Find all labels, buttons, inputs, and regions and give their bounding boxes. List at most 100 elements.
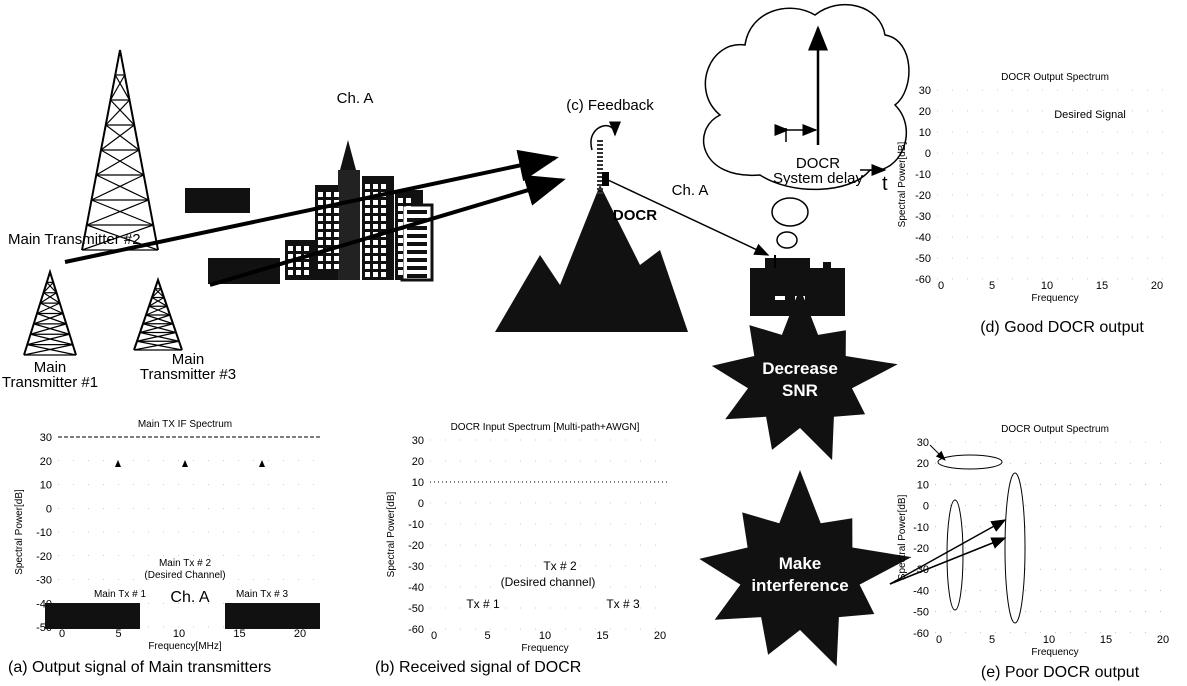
window [334, 192, 339, 197]
burst-label: Decrease [762, 359, 838, 378]
tower-strut [37, 314, 66, 324]
block [185, 188, 250, 213]
window [407, 258, 427, 262]
pointer-arrow [930, 445, 945, 460]
caption: (a) Output signal of Main transmitters [8, 659, 271, 676]
window [365, 272, 370, 277]
y-tick-label: -50 [915, 253, 931, 265]
label: (c) Feedback [566, 97, 654, 114]
window [326, 224, 331, 229]
y-tick-label: 0 [418, 498, 424, 510]
panel-title: DOCR Output Spectrum [1001, 424, 1109, 435]
y-tick-label: 20 [40, 456, 52, 468]
window [334, 232, 339, 237]
x-tick-label: 0 [59, 628, 65, 640]
y-tick-label: -30 [408, 561, 424, 573]
y-tick-label: -20 [36, 551, 52, 563]
y-axis-label: Spectral Power[dB] [897, 494, 908, 580]
x-tick-label: 20 [1157, 634, 1169, 646]
x-tick-label: 10 [539, 630, 551, 642]
window [373, 248, 378, 253]
tower-strut [115, 50, 120, 75]
x-tick-label: 0 [938, 280, 944, 292]
window [304, 246, 309, 251]
window [365, 264, 370, 269]
window [318, 240, 323, 245]
x-tick-label: 0 [936, 634, 942, 646]
window [326, 264, 331, 269]
window [334, 264, 339, 269]
x-tick-label: 5 [989, 634, 995, 646]
tower-strut [50, 272, 53, 282]
y-tick-label: -10 [913, 522, 929, 534]
y-tick-label: 0 [923, 501, 929, 513]
window [381, 224, 386, 229]
window [288, 270, 293, 275]
y-tick-label: 10 [40, 480, 52, 492]
towers [24, 50, 182, 355]
y-tick-label: -40 [913, 585, 929, 597]
label: t [882, 173, 888, 195]
y-tick-label: -40 [408, 582, 424, 594]
y-tick-label: 30 [917, 437, 929, 449]
window [365, 200, 370, 205]
window [398, 254, 403, 259]
tower-strut [96, 150, 139, 175]
y-tick-label: 0 [46, 503, 52, 515]
peak [115, 460, 121, 467]
tower-strut [47, 272, 50, 282]
feedback-arrow [591, 126, 615, 150]
y-tick-label: -30 [36, 575, 52, 587]
window [407, 210, 427, 214]
x-axis-label: Frequency[MHz] [148, 641, 222, 652]
y-tick-label: 30 [40, 432, 52, 444]
x-tick-label: 10 [1041, 280, 1053, 292]
x-tick-label: 15 [233, 628, 245, 640]
annotation: Desired Signal [1054, 109, 1126, 121]
diagram: Main Transmitter #2 Main Transmitter #1 … [0, 0, 1187, 686]
x-axis-label: Frequency [1031, 293, 1078, 304]
caption: (e) Poor DOCR output [981, 664, 1140, 681]
window [381, 200, 386, 205]
tower-strut [146, 315, 173, 324]
window [326, 232, 331, 237]
window [381, 256, 386, 261]
window [288, 246, 293, 251]
x-tick-label: 0 [431, 630, 437, 642]
y-tick-label: -20 [408, 540, 424, 552]
y-axis-label: Spectral Power[dB] [897, 141, 908, 227]
window [318, 192, 323, 197]
window [407, 274, 427, 278]
window [326, 240, 331, 245]
tx-block [45, 603, 140, 629]
y-tick-label: 10 [919, 127, 931, 139]
annotation: Main Tx # 3 [236, 589, 288, 600]
window [318, 264, 323, 269]
y-tick-label: -50 [408, 603, 424, 615]
tower-strut [87, 200, 149, 225]
tower-strut [96, 175, 148, 200]
y-tick-label: 20 [919, 106, 931, 118]
annotation: Tx # 3 [606, 597, 640, 611]
label: Ch. A [672, 182, 709, 199]
y-tick-label: -60 [408, 624, 424, 636]
interference-blob [938, 455, 1002, 469]
annotation: Main Tx # 2 [159, 558, 211, 569]
y-tick-label: 10 [412, 477, 424, 489]
annotation: Ch. A [170, 589, 209, 606]
y-tick-label: -20 [915, 190, 931, 202]
burst-label: Make [779, 554, 822, 573]
y-tick-label: -50 [913, 607, 929, 619]
mountain [495, 185, 688, 332]
cloud-bubble [777, 232, 797, 248]
tower-strut [120, 50, 125, 75]
window [318, 216, 323, 221]
window [373, 216, 378, 221]
tower-strut [137, 333, 176, 342]
annotation: (Desired channel) [501, 575, 596, 589]
label: Transmitter #1 [2, 374, 98, 391]
window [373, 224, 378, 229]
window [381, 208, 386, 213]
x-tick-label: 20 [294, 628, 306, 640]
tower-strut [140, 324, 173, 333]
